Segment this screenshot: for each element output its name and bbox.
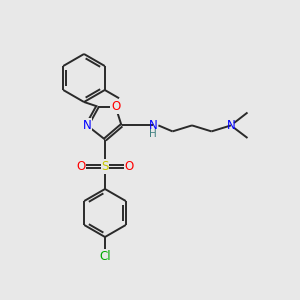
Text: N: N <box>226 119 236 132</box>
Text: O: O <box>124 160 134 173</box>
Text: N: N <box>148 119 158 132</box>
Text: Cl: Cl <box>99 250 111 263</box>
Text: N: N <box>82 119 91 132</box>
Text: H: H <box>149 129 157 139</box>
Text: O: O <box>76 160 85 173</box>
Text: S: S <box>101 160 109 173</box>
Text: O: O <box>111 100 120 113</box>
